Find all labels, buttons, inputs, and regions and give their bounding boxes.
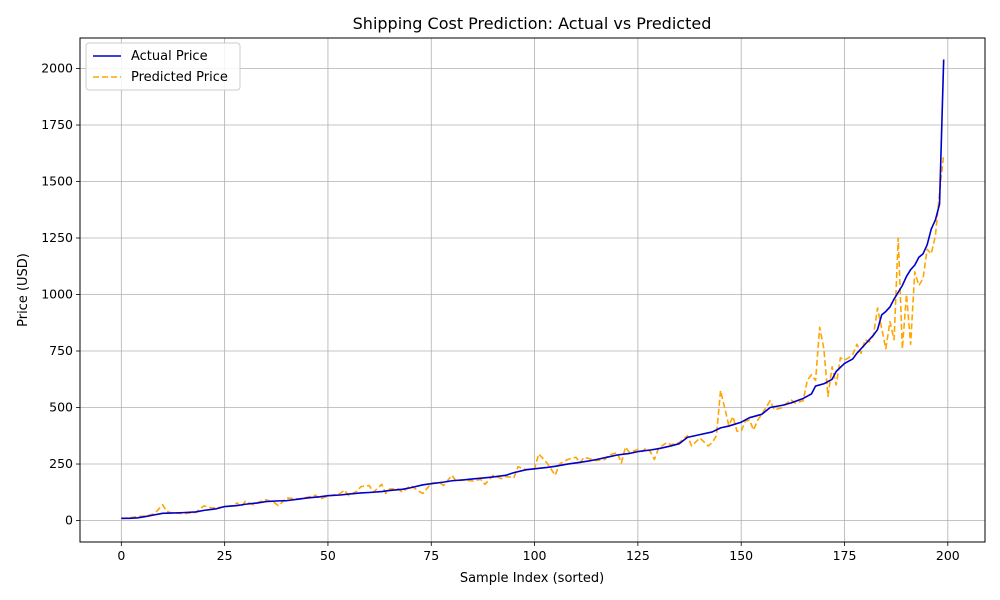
legend-label-actual: Actual Price: [131, 49, 208, 64]
plot-area-frame: [79, 37, 986, 543]
x-tick-label: 25: [217, 548, 233, 563]
grid: [80, 38, 985, 542]
chart-title: Shipping Cost Prediction: Actual vs Pred…: [353, 14, 712, 33]
y-tick-label: 1000: [41, 287, 73, 302]
x-tick-label: 175: [833, 548, 857, 563]
x-tick-label: 0: [117, 548, 125, 563]
y-tick-label: 2000: [41, 61, 73, 76]
y-tick-label: 0: [65, 513, 73, 528]
y-axis-label: Price (USD): [16, 253, 31, 327]
x-axis-label: Sample Index (sorted): [460, 571, 604, 586]
y-tick-label: 250: [49, 456, 73, 471]
legend-label-predicted: Predicted Price: [131, 70, 228, 85]
legend-box: [85, 42, 241, 91]
plot-lines: [121, 59, 945, 520]
x-tick-label: 200: [936, 548, 960, 563]
y-tick-label: 1250: [41, 230, 73, 245]
series-line-actual-price: [121, 59, 945, 520]
x-tick-label: 75: [423, 548, 439, 563]
legend: Actual Price Predicted Price: [85, 42, 241, 91]
x-tick-label: 150: [729, 548, 753, 563]
x-tick-label: 125: [626, 548, 650, 563]
y-tick-label: 1500: [41, 174, 73, 189]
x-tick-label: 50: [320, 548, 336, 563]
axis-ticks: 0 25 50 75 100 125 150 175 200025050075010001250…: [41, 61, 960, 563]
y-tick-label: 1750: [41, 117, 73, 132]
y-tick-label: 500: [49, 400, 73, 415]
y-tick-label: 750: [49, 343, 73, 358]
x-tick-label: 100: [523, 548, 547, 563]
